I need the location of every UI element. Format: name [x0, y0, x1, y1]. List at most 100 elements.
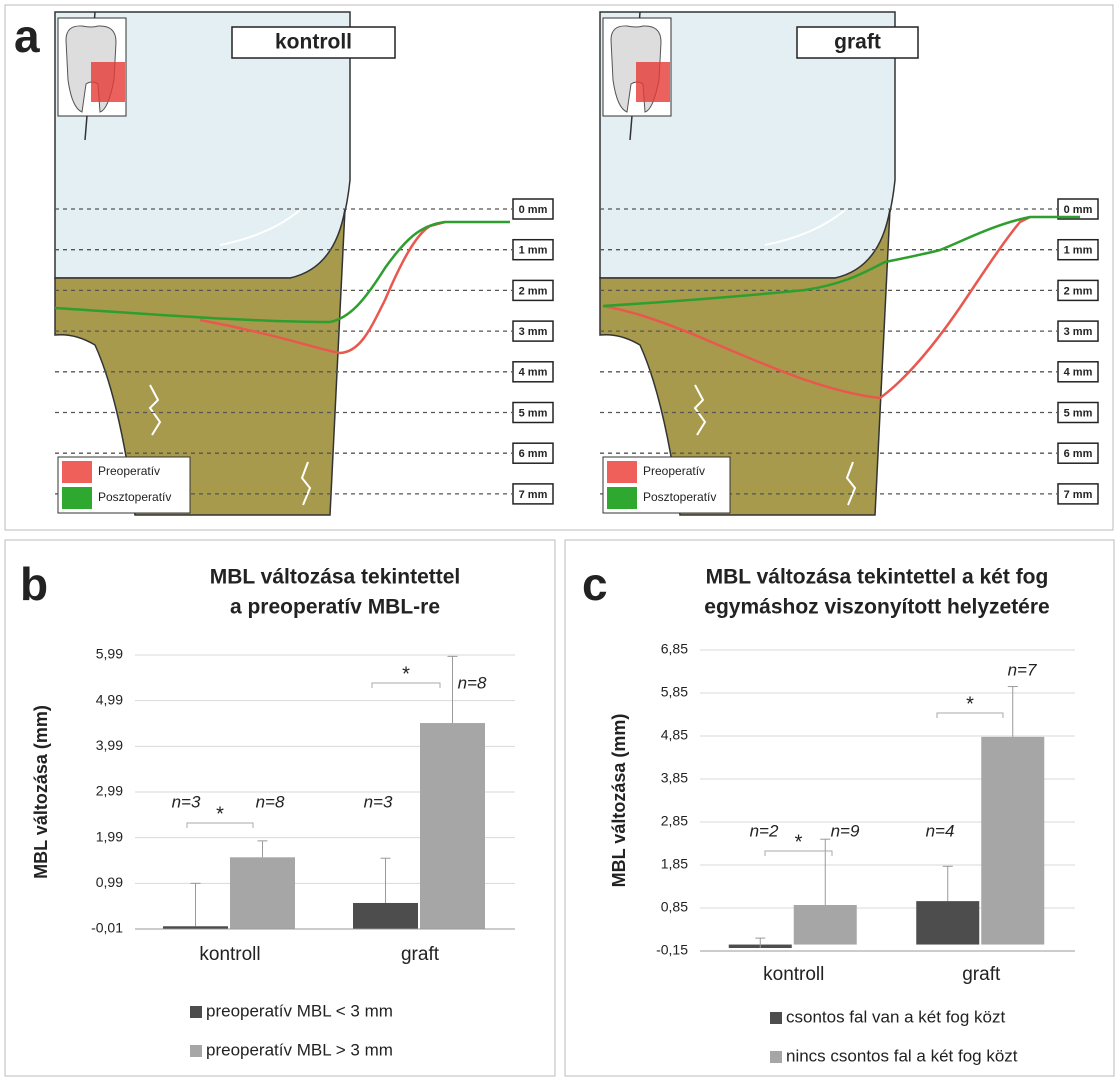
depth-label-box: [1057, 198, 1099, 220]
panel-a-frame: [4, 4, 1114, 531]
x-tick-label: kontroll: [199, 944, 260, 965]
legend-label: preoperatív MBL > 3 mm: [206, 1040, 393, 1059]
panel-letter: c: [582, 558, 608, 610]
preoperative-curve: [199, 220, 446, 355]
diagram: 0 mm 1 mm 2 mm 3 mm 4 mm 5 mm 6 mm 7 mm graft Pre…: [599, 11, 1099, 516]
y-tick-label: 0,85: [661, 899, 688, 915]
legend-label: preoperatív MBL < 3 mm: [206, 1001, 393, 1020]
depth-label-box: [512, 320, 554, 342]
n-label: n=8: [256, 792, 285, 811]
diagram-title: kontroll: [275, 31, 352, 54]
depth-label: 0 mm: [519, 204, 548, 216]
depth-label: 2 mm: [1064, 285, 1093, 297]
y-axis-label: MBL változása (mm): [31, 705, 51, 879]
depth-label: 1 mm: [519, 245, 548, 257]
n-label: n=4: [926, 821, 955, 840]
fracture-mark: [693, 384, 707, 436]
depth-label: 7 mm: [519, 489, 548, 501]
depth-label-box: [512, 361, 554, 383]
chart-title: MBL változása tekintettel: [210, 566, 461, 589]
depth-label-box: [512, 483, 554, 505]
depth-label: 7 mm: [1064, 489, 1093, 501]
x-tick-label: graft: [962, 964, 1001, 985]
diagram: 0 mm 1 mm 2 mm 3 mm 4 mm 5 mm 6 mm 7 mm kontroll…: [54, 11, 554, 516]
fracture-mark: [148, 384, 162, 436]
depth-label-box: [512, 442, 554, 464]
panel-a: 0 mm 1 mm 2 mm 3 mm 4 mm 5 mm 6 mm 7 mm kontroll…: [54, 11, 1099, 516]
bone: [54, 208, 346, 516]
y-axis-label: MBL változása (mm): [609, 714, 629, 888]
fracture-mark: [845, 461, 857, 506]
depth-label: 4 mm: [519, 367, 548, 379]
y-tick-label: 6,85: [661, 641, 688, 657]
bar: [420, 723, 485, 929]
legend-swatch: [770, 1012, 782, 1024]
y-tick-label: -0,15: [656, 942, 688, 958]
significance-label: *: [795, 831, 803, 853]
n-label: n=3: [172, 792, 201, 811]
depth-label-box: [512, 238, 554, 261]
diagram-title-box: [231, 26, 396, 59]
bar: [981, 736, 1045, 945]
significance-bracket: [936, 712, 1004, 718]
chart-title: egymáshoz viszonyított helyzetére: [704, 596, 1049, 619]
y-tick-label: 2,85: [661, 813, 688, 829]
panel-letter: a: [14, 10, 40, 62]
bar: [793, 904, 857, 945]
panel-letter: b: [20, 558, 48, 610]
legend-label: nincs csontos fal a két fog közt: [786, 1046, 1018, 1065]
legend-label: Preoperatív: [643, 464, 705, 478]
diagram-title: graft: [834, 31, 881, 54]
legend-swatch: [190, 1006, 202, 1018]
legend-swatch: [62, 487, 92, 509]
bar-chart: c MBL változása tekintettel a két fog egym…: [582, 558, 1075, 1065]
y-tick-label: 0,99: [96, 874, 123, 890]
y-tick-label: 1,99: [96, 828, 123, 844]
legend-swatch: [770, 1051, 782, 1063]
enamel-highlight: [219, 209, 301, 246]
depth-label-box: [1057, 361, 1099, 383]
panel-c-frame: [564, 539, 1115, 1077]
depth-label-box: [1057, 238, 1099, 261]
depth-label: 5 mm: [1064, 407, 1093, 419]
significance-bracket: [764, 850, 833, 856]
n-label: n=7: [1008, 660, 1037, 679]
significance-label: *: [966, 693, 974, 715]
y-tick-label: 5,85: [661, 684, 688, 700]
bar-chart: b MBL változása tekintettel a preoperatív …: [20, 558, 515, 1059]
depth-label: 6 mm: [519, 448, 548, 460]
bar: [916, 901, 980, 945]
legend-swatch: [190, 1045, 202, 1057]
depth-label: 5 mm: [519, 407, 548, 419]
legend-swatch: [607, 487, 637, 509]
preoperative-curve: [602, 215, 1031, 400]
depth-label-box: [512, 279, 554, 302]
n-label: n=2: [750, 821, 779, 840]
significance-label: *: [216, 803, 224, 825]
panel-charts: b MBL változása tekintettel a preoperatív …: [20, 558, 1075, 1065]
depth-label: 4 mm: [1064, 367, 1093, 379]
n-label: n=3: [364, 792, 393, 811]
legend-label: Preoperatív: [98, 464, 160, 478]
chart-title: MBL változása tekintettel a két fog: [706, 566, 1049, 589]
n-label: n=8: [458, 673, 487, 692]
bar: [230, 857, 295, 929]
tooth-icon-highlight: [91, 62, 125, 102]
y-tick-label: 3,85: [661, 770, 688, 786]
depth-label: 6 mm: [1064, 448, 1093, 460]
y-tick-label: 4,85: [661, 727, 688, 743]
significance-bracket: [371, 682, 441, 688]
y-tick-label: 2,99: [96, 783, 123, 799]
depth-label: 0 mm: [1064, 204, 1093, 216]
depth-label: 3 mm: [519, 326, 548, 338]
legend-swatch: [607, 461, 637, 483]
depth-label-box: [1057, 279, 1099, 302]
legend-label: Posztoperatív: [643, 490, 716, 504]
legend-swatch: [62, 461, 92, 483]
depth-label: 2 mm: [519, 285, 548, 297]
y-tick-label: 5,99: [96, 646, 123, 662]
depth-label-box: [1057, 401, 1099, 424]
bar: [353, 902, 418, 929]
chart-title: a preoperatív MBL-re: [230, 596, 440, 619]
significance-label: *: [402, 663, 410, 685]
